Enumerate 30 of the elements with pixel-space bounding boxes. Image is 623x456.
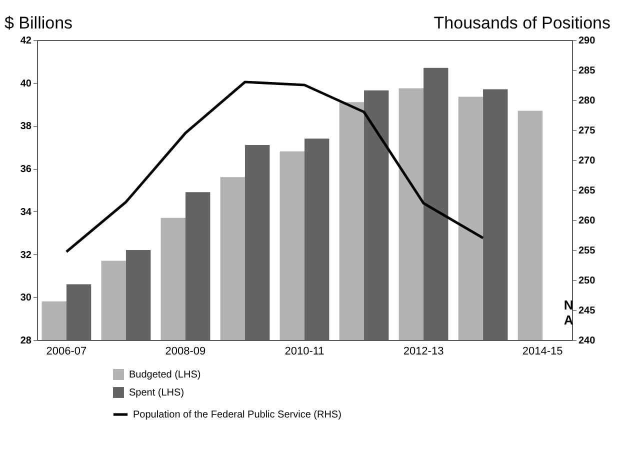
y-tick-label: 36 [20, 164, 32, 176]
y-tick-label: 38 [20, 121, 32, 132]
y2-tick-label: 245 [578, 306, 596, 316]
line-series [65, 80, 484, 254]
y2-axis-title: Thousands of Positions [434, 14, 610, 32]
y-tick-label: 28 [20, 336, 32, 346]
x-tick-label: 2010-11 [284, 346, 324, 358]
y-tick-label: 42 [20, 36, 32, 46]
y-tick-label: 30 [20, 292, 32, 304]
y2-tick-label: 255 [578, 246, 596, 256]
x-tick-label: 2014-15 [522, 346, 563, 358]
x-tick-label: 2012-13 [403, 346, 444, 358]
y2-tick-label: 240 [578, 336, 596, 346]
y-tick-label: 32 [20, 250, 32, 261]
x-tick-label: 2006-07 [46, 346, 87, 358]
y2-tick-label: 280 [578, 96, 596, 106]
y2-tick-label: 260 [578, 216, 596, 226]
y2-tick-label: 290 [578, 36, 596, 46]
y2-tick-label: 285 [578, 66, 596, 76]
y-tick-label: 34 [20, 206, 32, 218]
x-tick-label: 2008-09 [165, 346, 206, 358]
y-tick-label: 40 [20, 78, 32, 90]
y-axis-title: $ Billions [4, 14, 73, 32]
legend-label: Spent (LHS) [129, 388, 184, 398]
legend-label: Population of the Federal Public Service (RHS) [133, 410, 342, 420]
y2-tick-label: 270 [578, 156, 596, 166]
y2-tick-label: 275 [578, 126, 596, 136]
y2-tick-label: 265 [578, 186, 596, 196]
legend-label: Budgeted (LHS) [129, 370, 201, 380]
y2-tick-label: 250 [578, 276, 596, 286]
